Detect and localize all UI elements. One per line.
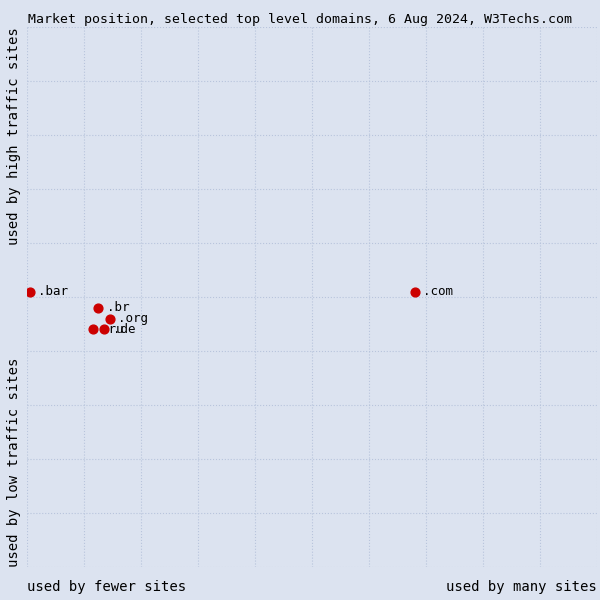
Text: used by high traffic sites: used by high traffic sites: [7, 27, 21, 245]
Text: .ru: .ru: [101, 323, 124, 336]
Point: [410, 287, 419, 296]
Point: [99, 325, 109, 334]
Text: used by many sites: used by many sites: [446, 580, 597, 594]
Point: [94, 303, 103, 313]
Text: Market position, selected top level domains, 6 Aug 2024, W3Techs.com: Market position, selected top level doma…: [28, 13, 572, 26]
Text: used by low traffic sites: used by low traffic sites: [7, 358, 21, 567]
Text: .br: .br: [107, 301, 130, 314]
Text: .org: .org: [118, 312, 148, 325]
Point: [88, 325, 97, 334]
Point: [25, 287, 35, 296]
Text: .bar: .bar: [38, 285, 68, 298]
Text: .com: .com: [423, 285, 453, 298]
Text: used by fewer sites: used by fewer sites: [27, 580, 186, 594]
Text: .de: .de: [113, 323, 135, 336]
Point: [105, 314, 115, 323]
